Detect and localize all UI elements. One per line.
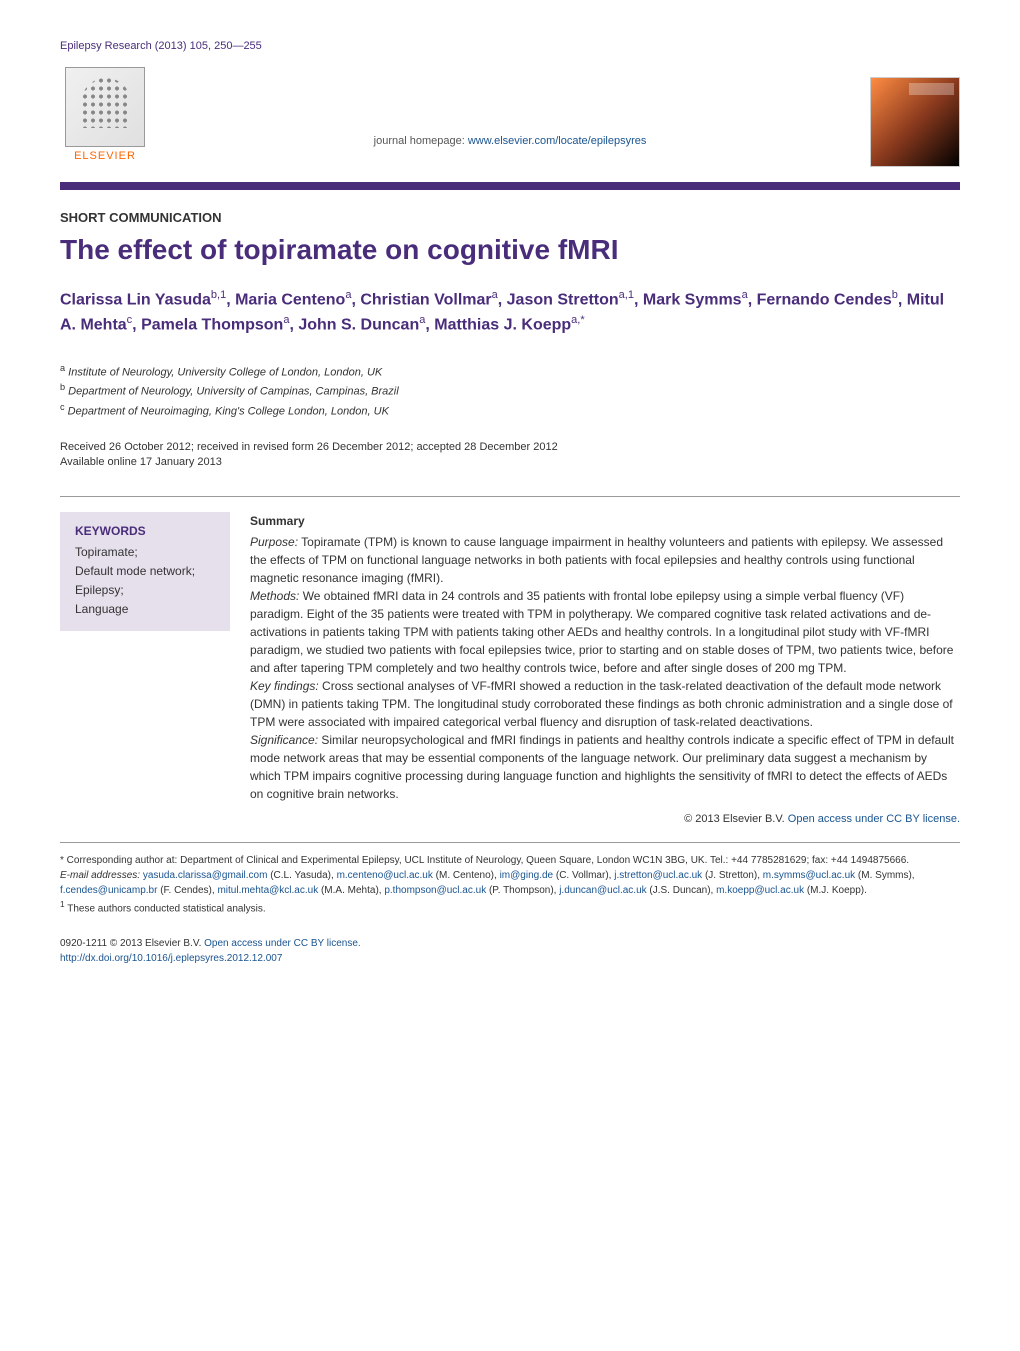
- homepage-prefix: journal homepage:: [374, 135, 468, 147]
- copyright-line: © 2013 Elsevier B.V. Open access under C…: [250, 811, 960, 828]
- findings-label: Key findings:: [250, 679, 319, 693]
- email-link[interactable]: mitul.mehta@kcl.ac.uk: [217, 885, 318, 896]
- affiliation-item: b Department of Neurology, University of…: [60, 381, 960, 400]
- summary-methods: Methods: We obtained fMRI data in 24 con…: [250, 587, 960, 677]
- email-link[interactable]: m.centeno@ucl.ac.uk: [337, 870, 433, 881]
- purpose-text: Topiramate (TPM) is known to cause langu…: [250, 535, 943, 585]
- findings-text: Cross sectional analyses of VF-fMRI show…: [250, 679, 953, 729]
- email-link[interactable]: im@ging.de: [500, 870, 554, 881]
- email-link[interactable]: f.cendes@unicamp.br: [60, 885, 157, 896]
- doi-link[interactable]: http://dx.doi.org/10.1016/j.eplepsyres.2…: [60, 953, 282, 964]
- bottom-info: 0920-1211 © 2013 Elsevier B.V. Open acce…: [60, 936, 960, 966]
- footer-divider: * Corresponding author at: Department of…: [60, 842, 960, 916]
- keyword-item: Language: [75, 600, 215, 619]
- summary-findings: Key findings: Cross sectional analyses o…: [250, 677, 960, 731]
- journal-homepage-line: journal homepage: www.elsevier.com/locat…: [150, 135, 870, 167]
- keyword-item: Epilepsy;: [75, 581, 215, 600]
- email-link[interactable]: j.duncan@ucl.ac.uk: [559, 885, 646, 896]
- significance-text: Similar neuropsychological and fMRI find…: [250, 733, 954, 801]
- article-title: The effect of topiramate on cognitive fM…: [60, 233, 960, 267]
- affiliations-block: a Institute of Neurology, University Col…: [60, 362, 960, 419]
- copyright-prefix: © 2013 Elsevier B.V.: [684, 813, 788, 825]
- purple-divider-bar: [60, 182, 960, 190]
- corresponding-author: * Corresponding author at: Department of…: [60, 853, 960, 868]
- dates-online: Available online 17 January 2013: [60, 455, 960, 470]
- email-link[interactable]: m.koepp@ucl.ac.uk: [716, 885, 804, 896]
- authors-list: Clarissa Lin Yasudab,1, Maria Centenoa, …: [60, 287, 960, 338]
- citation-header: Epilepsy Research (2013) 105, 250—255: [60, 40, 960, 52]
- homepage-link[interactable]: www.elsevier.com/locate/epilepsyres: [468, 135, 647, 147]
- issn-line: 0920-1211 © 2013 Elsevier B.V. Open acce…: [60, 936, 960, 951]
- email-addresses: E-mail addresses: yasuda.clarissa@gmail.…: [60, 868, 960, 898]
- issn-text: 0920-1211 © 2013 Elsevier B.V.: [60, 938, 204, 949]
- email-link[interactable]: j.stretton@ucl.ac.uk: [614, 870, 702, 881]
- note-text: These authors conducted statistical anal…: [65, 903, 266, 914]
- methods-label: Methods:: [250, 589, 299, 603]
- content-row: KEYWORDS Topiramate;Default mode network…: [60, 496, 960, 828]
- elsevier-tree-icon: [65, 67, 145, 147]
- affiliation-item: c Department of Neuroimaging, King's Col…: [60, 401, 960, 420]
- summary-heading: Summary: [250, 512, 960, 530]
- journal-cover-icon: [870, 77, 960, 167]
- summary-box: Summary Purpose: Topiramate (TPM) is kno…: [250, 512, 960, 828]
- keywords-heading: KEYWORDS: [75, 524, 215, 538]
- keywords-list: Topiramate;Default mode network;Epilepsy…: [75, 543, 215, 620]
- elsevier-label: ELSEVIER: [74, 150, 136, 162]
- keywords-box: KEYWORDS Topiramate;Default mode network…: [60, 512, 230, 632]
- corresponding-text: Department of Clinical and Experimental …: [180, 855, 909, 866]
- summary-significance: Significance: Similar neuropsychological…: [250, 731, 960, 803]
- affiliation-item: a Institute of Neurology, University Col…: [60, 362, 960, 381]
- logos-row: ELSEVIER journal homepage: www.elsevier.…: [60, 67, 960, 167]
- summary-purpose: Purpose: Topiramate (TPM) is known to ca…: [250, 533, 960, 587]
- methods-text: We obtained fMRI data in 24 controls and…: [250, 589, 953, 675]
- author-note: 1 These authors conducted statistical an…: [60, 898, 960, 916]
- elsevier-logo: ELSEVIER: [60, 67, 150, 167]
- copyright-link[interactable]: Open access under CC BY license.: [788, 813, 960, 825]
- corresponding-label: * Corresponding author at:: [60, 855, 180, 866]
- dates-received: Received 26 October 2012; received in re…: [60, 440, 960, 455]
- dates-block: Received 26 October 2012; received in re…: [60, 440, 960, 471]
- email-link[interactable]: p.thompson@ucl.ac.uk: [384, 885, 486, 896]
- access-link[interactable]: Open access under CC BY license.: [204, 938, 361, 949]
- email-link[interactable]: m.symms@ucl.ac.uk: [763, 870, 855, 881]
- keyword-item: Default mode network;: [75, 562, 215, 581]
- purpose-label: Purpose:: [250, 535, 298, 549]
- significance-label: Significance:: [250, 733, 318, 747]
- article-type: SHORT COMMUNICATION: [60, 210, 960, 225]
- email-link[interactable]: yasuda.clarissa@gmail.com: [143, 870, 268, 881]
- doi-line: http://dx.doi.org/10.1016/j.eplepsyres.2…: [60, 951, 960, 966]
- keyword-item: Topiramate;: [75, 543, 215, 562]
